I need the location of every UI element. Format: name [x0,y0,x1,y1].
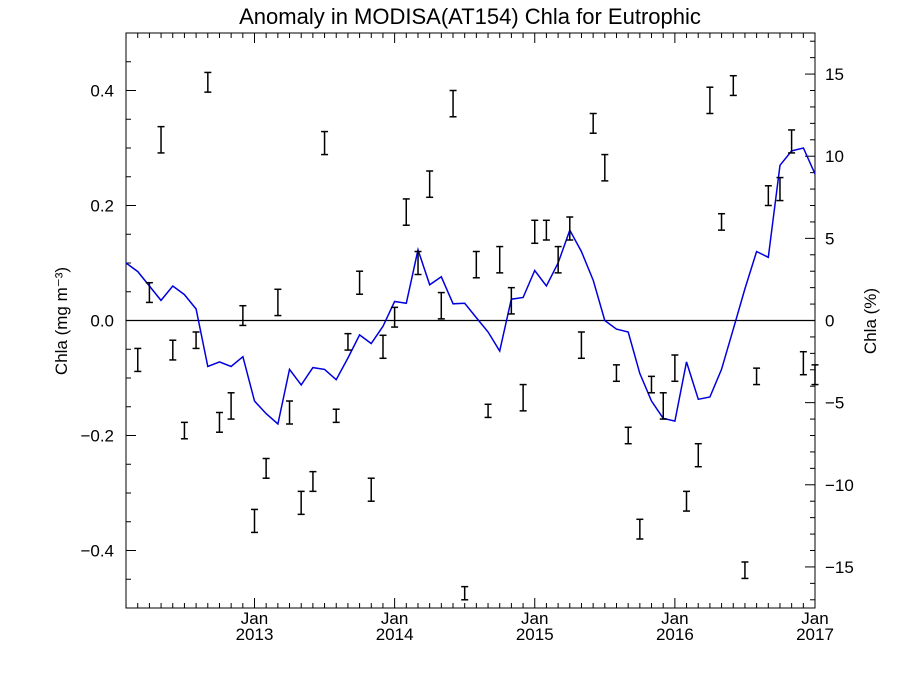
error-bar [496,245,504,274]
error-bar [321,130,329,156]
x-tick-label-year: 2013 [236,625,274,644]
y-tick-label-right: 5 [825,229,834,248]
error-bar [192,331,200,350]
error-bar [180,421,188,440]
x-tick-label-month: Jan [241,609,268,628]
error-bar [601,153,609,182]
error-bar [215,411,223,433]
error-bar [134,347,142,373]
error-bar [145,281,153,304]
error-bar [694,442,702,468]
error-bar [612,364,620,383]
error-bar [402,198,410,226]
error-bar [356,270,364,295]
x-tick-label-year: 2015 [516,625,554,644]
error-bar [297,490,305,516]
y-tick-label-right: −5 [825,394,844,413]
chart-title: Anomaly in MODISA(AT154) Chla for Eutrop… [239,4,701,29]
error-bar [741,561,749,580]
error-bar [659,392,667,420]
error-bar [647,375,655,394]
y-tick-label-right: 15 [825,65,844,84]
error-bar [274,288,282,317]
plot-area: −0.4−0.20.00.20.4−15−10−5051015Jan2013Ja… [80,32,854,644]
error-bar [169,339,177,361]
error-bar [449,89,457,118]
error-bar [391,306,399,328]
x-tick-label-month: Jan [521,609,548,628]
error-bar [706,86,714,115]
error-bar [507,286,515,315]
y-tick-label-left: 0.2 [90,197,114,216]
error-bar [811,364,819,386]
y-axis-label-right: Chla (%) [861,288,880,354]
x-tick-label-year: 2014 [376,625,414,644]
error-bar [262,457,270,479]
error-bar [239,304,247,327]
error-bar [753,367,761,386]
y-tick-label-right: −15 [825,558,854,577]
error-bar [472,250,480,279]
error-bar [309,470,317,493]
error-bar [799,350,807,376]
error-bar [577,331,585,360]
y-tick-label-left: −0.2 [80,427,114,446]
y-tick-label-right: 10 [825,147,844,166]
error-bar [764,185,772,207]
error-bar [542,219,550,241]
error-bar [671,354,679,383]
error-bar [437,291,445,320]
error-bar [589,112,597,134]
x-tick-label-month: Jan [801,609,828,628]
error-bar [204,71,212,93]
y-tick-label-left: 0.0 [90,312,114,331]
x-tick-label-year: 2016 [656,625,694,644]
y-tick-label-right: 0 [825,312,834,331]
error-bar [461,585,469,601]
error-bar [332,408,340,424]
x-tick-label-month: Jan [381,609,408,628]
error-bar [157,125,165,154]
error-bar [286,400,294,425]
error-bar [379,334,387,360]
error-bar [250,508,258,534]
error-bar [624,426,632,445]
y-axis-label-left: Chla (mg m⁻³) [52,267,71,375]
error-bar [776,176,784,202]
error-bar [636,518,644,540]
error-bar [344,332,352,351]
error-bar [227,392,235,420]
error-bar [519,383,527,412]
y-tick-label-left: 0.4 [90,82,114,101]
error-bar [484,403,492,419]
error-bar [788,129,796,154]
y-tick-label-right: −10 [825,476,854,495]
error-bar [554,245,562,274]
error-bar [566,216,574,241]
error-bar [531,219,539,245]
error-bar [683,490,691,512]
error-bar [414,250,422,276]
error-bar [367,477,375,502]
x-tick-label-month: Jan [661,609,688,628]
anomaly-line-series [125,147,816,426]
x-tick-label-year: 2017 [796,625,834,644]
error-bar [426,170,434,199]
error-bar [718,212,726,231]
y-tick-label-left: −0.4 [80,542,114,561]
error-bar [729,74,737,97]
